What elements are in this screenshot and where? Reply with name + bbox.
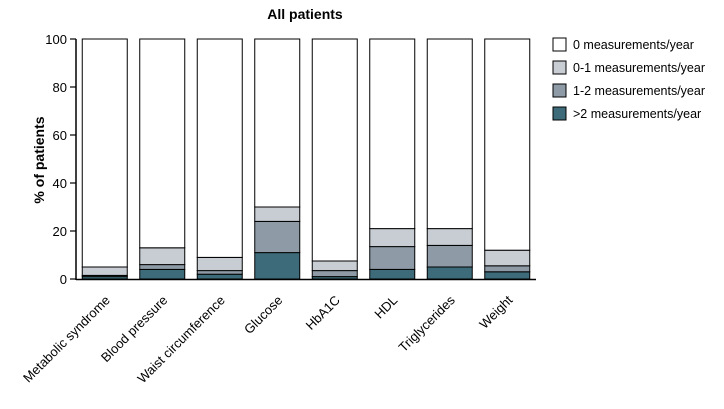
x-tick-label: Weight [476, 292, 515, 331]
y-tick-label: 60 [53, 128, 67, 143]
legend-swatch [552, 60, 567, 75]
bar-segment [311, 38, 358, 262]
y-tick-label: 0 [60, 272, 67, 287]
bar-segment [196, 273, 243, 280]
bar-segment [426, 228, 473, 246]
y-tick-label: 100 [45, 32, 67, 47]
bar-segment [254, 38, 301, 208]
legend-label: 1-2 measurements/year [573, 84, 705, 98]
bar-segment [139, 268, 186, 280]
legend-swatch [552, 83, 567, 98]
bar-segment [254, 252, 301, 280]
x-tick-label: Triglycerides [396, 292, 459, 355]
legend: 0 measurements/year 0-1 measurements/year… [552, 37, 705, 121]
legend-swatch [552, 37, 567, 52]
x-tick-label: HbA1C [303, 293, 343, 333]
legend-label: 0 measurements/year [573, 38, 694, 52]
bar-segment [426, 244, 473, 268]
bar-segment [484, 38, 531, 251]
bar-segment [311, 270, 358, 278]
bar-segment [196, 256, 243, 272]
bars-group [81, 38, 531, 280]
y-tick-label: 20 [53, 224, 67, 239]
bar-segment [196, 270, 243, 275]
y-tick-label: 40 [53, 176, 67, 191]
legend-label: 0-1 measurements/year [573, 61, 705, 75]
bar-segment [484, 271, 531, 280]
bar-segment [254, 206, 301, 222]
bar-segment [369, 38, 416, 230]
legend-swatch [552, 106, 567, 121]
chart-title: All patients [267, 6, 343, 22]
bar-segment [369, 246, 416, 270]
bar-segment [196, 38, 243, 258]
bar-segment [426, 266, 473, 280]
bar-segment [139, 247, 186, 266]
bar-segment [426, 38, 473, 230]
bar-segment [369, 228, 416, 248]
bar-segment [254, 220, 301, 254]
legend-label: >2 measurements/year [573, 107, 701, 121]
bar-segment [139, 264, 186, 270]
bar-segment [311, 260, 358, 272]
bar-segment [484, 265, 531, 273]
y-tick-label: 80 [53, 80, 67, 95]
y-axis-label: % of patients [31, 116, 47, 203]
x-tick-label: HDL [371, 293, 400, 322]
bar-segment [81, 38, 128, 268]
bar-segment [139, 38, 186, 249]
x-tick-label: Glucose [241, 293, 285, 337]
bar-segment [81, 266, 128, 276]
bar-segment [484, 249, 531, 267]
bar-segment [369, 268, 416, 280]
x-tick-label: Metabolic syndrome [20, 293, 113, 386]
